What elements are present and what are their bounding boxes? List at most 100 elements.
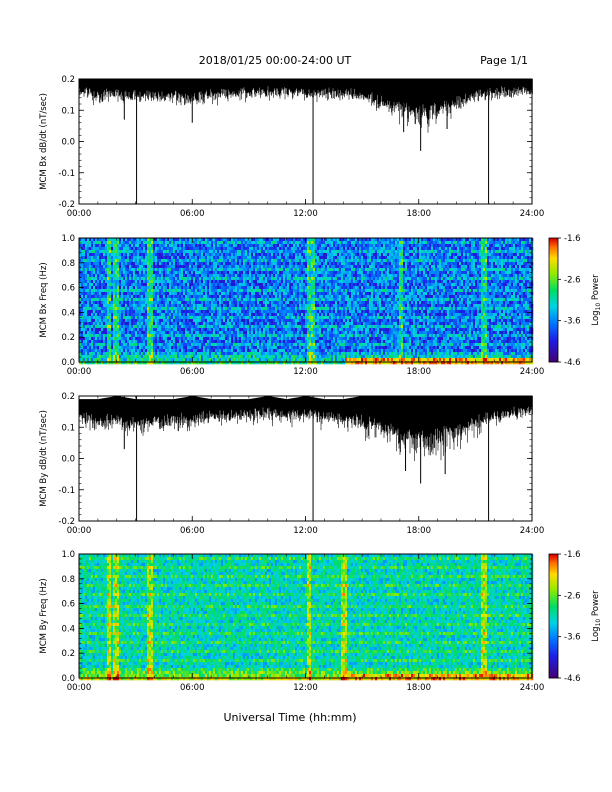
spectrogram-cell [289,265,292,269]
spectrogram-cell [143,295,146,299]
spectrogram-cell [299,295,302,299]
spectrogram-cell [177,325,180,329]
spectrogram-cell [115,304,118,308]
spectrogram-cell [275,340,278,344]
spectrogram-cell [213,343,216,347]
spectrogram-cell [105,289,108,293]
spectrogram-cell [105,241,108,245]
spectrogram-cell [273,286,276,290]
spectrogram-cell [303,310,306,314]
spectrogram-cell [273,289,276,293]
spectrogram-cell [173,316,176,320]
spectrogram-cell [241,352,244,356]
spectrogram-cell [119,328,122,332]
spectrogram-cell [121,241,124,245]
spectrogram-cell [179,268,182,272]
spectrogram-cell [185,313,188,317]
spectrogram-cell [167,253,170,257]
spectrogram-cell [161,250,164,254]
spectrogram-cell [179,334,182,338]
spectrogram-cell [193,349,196,353]
spectrogram-cell [291,295,294,299]
spectrogram-cell [257,262,260,266]
spectrogram-cell [281,241,284,245]
spectrogram-cell [305,358,308,362]
spectrogram-cell [167,361,170,365]
spectrogram-cell [105,346,108,350]
spectrogram-cell [227,277,230,281]
spectrogram-cell [247,259,250,263]
spectrogram-cell [187,334,190,338]
spectrogram-cell [253,307,256,311]
spectrogram-cell [123,298,126,302]
spectrogram-cell [217,304,220,308]
spectrogram-cell [81,310,84,314]
spectrogram-cell [289,271,292,275]
spectrogram-cell [223,316,226,320]
spectrogram-cell [201,355,204,359]
spectrogram-cell [269,244,272,248]
spectrogram-cell [111,241,114,245]
spectrogram-cell [81,289,84,293]
spectrogram-cell [265,256,268,260]
spectrogram-cell [81,328,84,332]
spectrogram-cell [225,268,228,272]
spectrogram-cell [213,253,216,257]
spectrogram-cell [127,256,130,260]
spectrogram-cell [231,361,234,365]
spectrogram-cell [163,322,166,326]
spectrogram-cell [309,280,312,284]
spectrogram-cell [233,253,236,257]
spectrogram-cell [243,358,246,362]
spectrogram-cell [283,277,286,281]
spectrogram-cell [277,292,280,296]
spectrogram-cell [81,349,84,353]
spectrogram-cell [187,316,190,320]
spectrogram-cell [219,271,222,275]
spectrogram-cell [89,238,92,242]
spectrogram-cell [111,277,114,281]
spectrogram-cell [107,253,110,257]
spectrogram-cell [119,322,122,326]
spectrogram-cell [79,310,82,314]
spectrogram-cell [227,328,230,332]
spectrogram-cell [143,349,146,353]
spectrogram-cell [273,307,276,311]
spectrogram-cell [281,298,284,302]
spectrogram-cell [119,304,122,308]
spectrogram-cell [215,268,218,272]
spectrogram-cell [239,361,242,365]
spectrogram-cell [157,343,160,347]
spectrogram-cell [267,244,270,248]
spectrogram-cell [193,316,196,320]
spectrogram-cell [259,292,262,296]
spectrogram-cell [137,277,140,281]
spectrogram-cell [301,361,304,365]
spectrogram-cell [99,319,102,323]
spectrogram-cell [237,337,240,341]
spectrogram-cell [293,319,296,323]
spectrogram-cell [219,349,222,353]
spectrogram-cell [93,313,96,317]
spectrogram-cell [125,241,128,245]
spectrogram-cell [115,313,118,317]
spectrogram-cell [303,340,306,344]
spectrogram-cell [125,340,128,344]
spectrogram-cell [117,307,120,311]
spectrogram-cell [267,283,270,287]
spectrogram-cell [207,250,210,254]
spectrogram-cell [241,334,244,338]
spectrogram-cell [99,244,102,248]
spectrogram-cell [211,334,214,338]
spectrogram-cell [285,295,288,299]
spectrogram-cell [271,340,274,344]
spectrogram-cell [301,331,304,335]
spectrogram-cell [205,340,208,344]
spectrogram-cell [235,301,238,305]
spectrogram-cell [289,280,292,284]
y-axis-label-bx-line: MCM Bx dB/dt (nT/sec) [39,93,49,190]
spectrogram-cell [145,361,148,365]
spectrogram-cell [137,238,140,242]
spectrogram-cell [269,331,272,335]
spectrogram-cell [201,340,204,344]
